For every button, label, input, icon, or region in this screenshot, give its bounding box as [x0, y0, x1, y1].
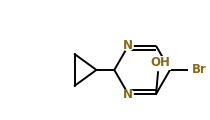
Text: OH: OH: [150, 56, 170, 69]
Text: N: N: [123, 39, 133, 52]
Text: Br: Br: [192, 63, 207, 76]
Circle shape: [123, 89, 133, 99]
Text: N: N: [123, 88, 133, 101]
Circle shape: [123, 41, 133, 51]
